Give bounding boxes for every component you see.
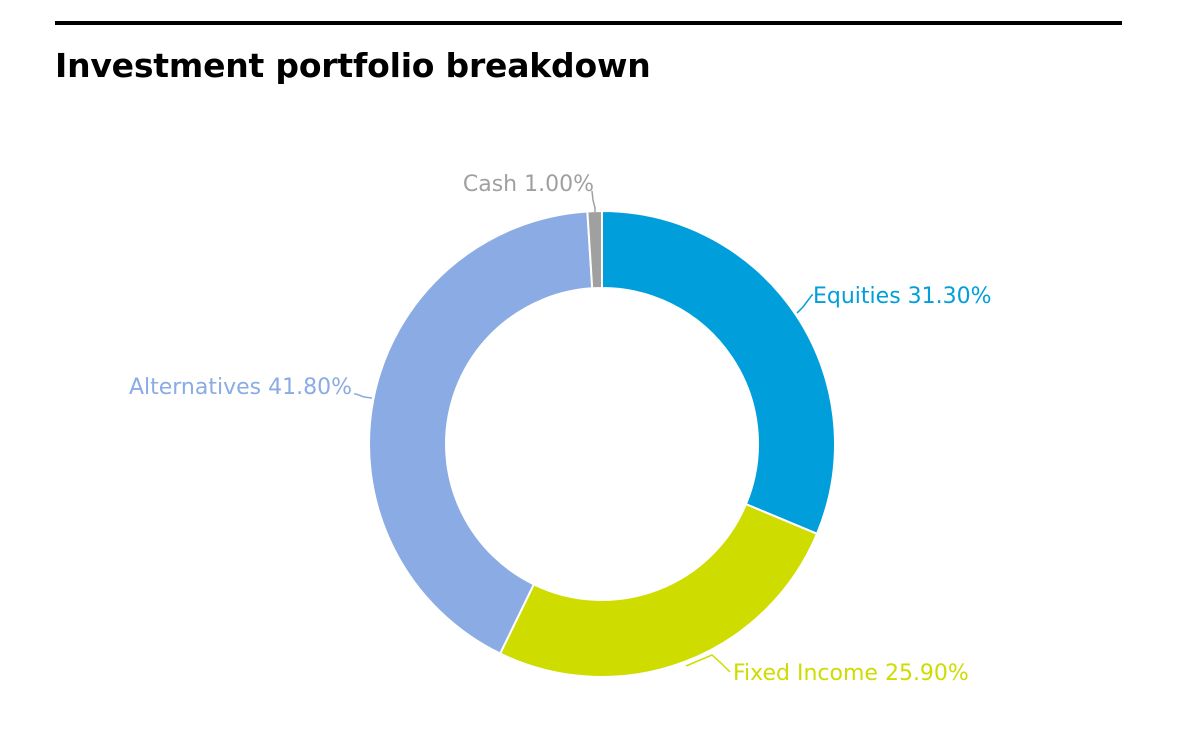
chart-title: Investment portfolio breakdown bbox=[55, 46, 651, 85]
label-equities: Equities 31.30% bbox=[813, 284, 992, 309]
slice-fixed-income bbox=[498, 502, 819, 678]
leader-fixed-income bbox=[685, 654, 731, 673]
leader-cash bbox=[591, 190, 596, 212]
slice-equities bbox=[601, 209, 836, 536]
leader-alternatives bbox=[354, 393, 373, 399]
label-alternatives: Alternatives 41.80% bbox=[129, 375, 352, 400]
label-cash: Cash 1.00% bbox=[463, 172, 594, 197]
slice-cash bbox=[586, 209, 603, 290]
top-rule bbox=[55, 21, 1122, 25]
donut-slices bbox=[368, 209, 836, 678]
slice-alternatives bbox=[368, 210, 594, 655]
leader-equities bbox=[796, 294, 813, 314]
leader-lines bbox=[354, 190, 813, 673]
label-fixed-income: Fixed Income 25.90% bbox=[733, 661, 969, 686]
